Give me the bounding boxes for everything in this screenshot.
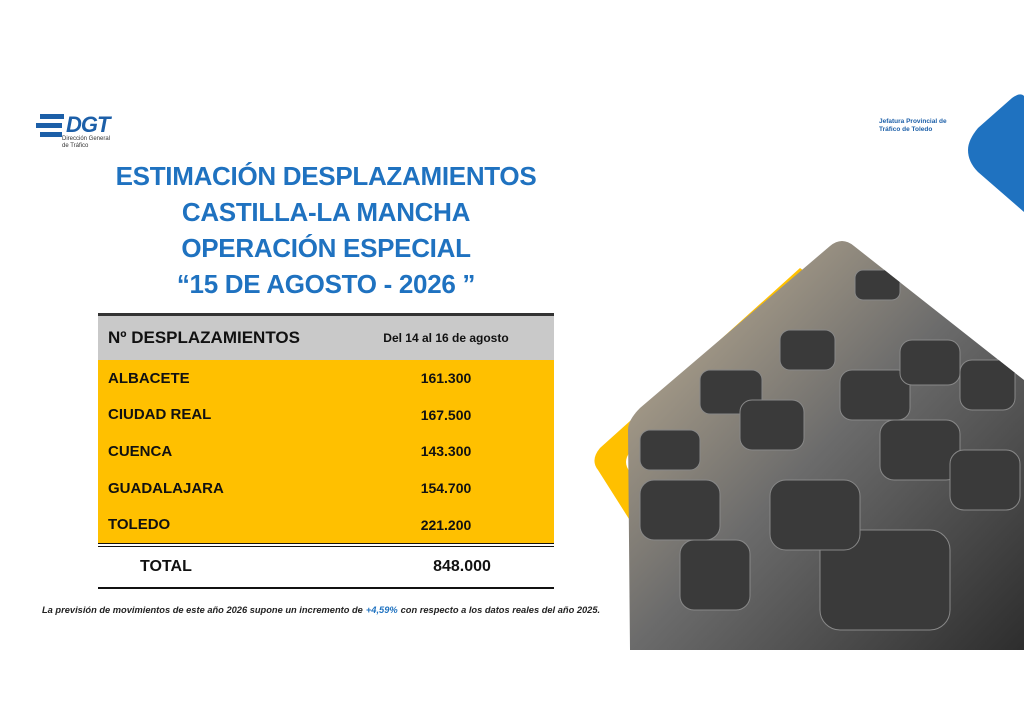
title: ESTIMACIÓN DESPLAZAMIENTOS CASTILLA-LA M… (90, 158, 562, 302)
table-header: Nº DESPLAZAMIENTOS Del 14 al 16 de agosto (98, 313, 554, 360)
logo-subtitle-line: Dirección General (62, 136, 111, 142)
logo-subtitle-line: de Tráfico (62, 143, 89, 149)
table-row: GUADALAJARA 154.700 (98, 469, 554, 507)
cell: Del 14 al 16 de agosto (383, 331, 509, 345)
note: La previsión de movimientos de este año … (42, 605, 600, 615)
cell: Nº DESPLAZAMIENTOS (108, 328, 300, 347)
cell: TOTAL (140, 557, 192, 575)
table-row: CUENCA 143.300 (98, 433, 554, 470)
traffic-photo (628, 241, 1024, 650)
cell: 221.200 (420, 516, 472, 533)
cell: CIUDAD REAL (108, 406, 212, 424)
cell: 848.000 (433, 557, 491, 575)
cell: GUADALAJARA (108, 479, 224, 497)
title-line: OPERACIÓN ESPECIAL (181, 233, 471, 263)
cell: TOLEDO (108, 516, 171, 534)
cell: 161.300 (420, 370, 472, 387)
title-line: ESTIMACIÓN DESPLAZAMIENTOS (115, 161, 537, 191)
office: Jefatura Provincial de Tráfico de Toledo (879, 118, 947, 134)
office-line: Jefatura Provincial de (879, 118, 947, 125)
note-text: con respecto a los datos reales del año … (400, 605, 601, 615)
blue-shape (968, 94, 1024, 212)
table-row: ALBACETE 161.300 (98, 360, 554, 397)
table-row: TOLEDO 221.200 (98, 506, 554, 543)
office-line: Tráfico de Toledo (879, 126, 933, 133)
table: Nº DESPLAZAMIENTOS Del 14 al 16 de agosto… (98, 313, 554, 589)
logo: DGT (66, 112, 110, 137)
table-total: TOTAL 848.000 (98, 542, 554, 589)
logo-mark (36, 114, 64, 137)
note-text: La previsión de movimientos de este año … (42, 605, 363, 615)
cell: CUENCA (108, 442, 173, 460)
logo-subtitle: Dirección General de Tráfico (62, 136, 110, 150)
cell: ALBACETE (108, 369, 190, 387)
title-line: “15 DE AGOSTO - 2026 ” (176, 269, 476, 299)
note-highlight: +4,59% (365, 605, 398, 615)
cell: 167.500 (420, 406, 472, 423)
cell: 143.300 (420, 443, 472, 460)
table-row: CIUDAD REAL 167.500 (98, 396, 554, 434)
cell: 154.700 (420, 480, 472, 497)
title-line: CASTILLA-LA MANCHA (181, 197, 471, 227)
